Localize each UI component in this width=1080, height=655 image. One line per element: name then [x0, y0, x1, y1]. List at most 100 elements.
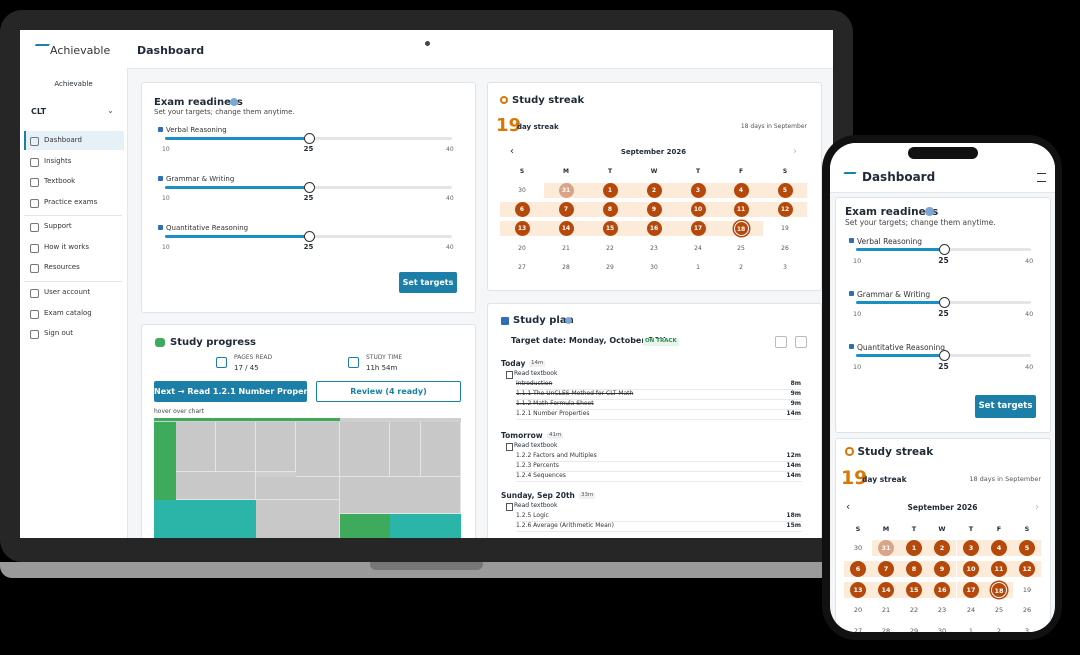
slider-max: 40 [1025, 310, 1034, 318]
nav-icon [30, 223, 39, 232]
nav-item[interactable]: How it works [44, 243, 89, 251]
nav-item[interactable]: Insights [44, 157, 72, 165]
slider-min: 10 [162, 146, 170, 153]
plan-item: 1.2.1 Number Properties [516, 410, 590, 417]
treemap-cell [154, 500, 187, 538]
calendar-day: 22 [909, 606, 919, 615]
treemap-cell [340, 477, 461, 514]
plan-item: 1.2.5 Logic [516, 512, 549, 519]
prev-month: ‹ [510, 146, 514, 157]
calendar-day: 26 [1022, 606, 1032, 615]
camera [425, 41, 430, 46]
slider-thumb[interactable] [303, 133, 315, 144]
target-icon [158, 127, 163, 132]
plan-item: 1.1.1 The UnCLES Method for CLT Math [516, 390, 634, 397]
calendar-day: 28 [881, 627, 891, 632]
slider-value: 25 [938, 256, 949, 265]
target-label: Quantitative Reasoning [857, 343, 945, 352]
slider-thumb[interactable] [938, 244, 950, 255]
review-button[interactable]: Review (4 ready) [316, 381, 461, 402]
calendar-day: 30 [518, 186, 526, 194]
calendar-day: 28 [562, 264, 570, 272]
slider-thumb[interactable] [303, 231, 315, 242]
nav-item[interactable]: Sign out [44, 329, 73, 337]
treemap-cell [390, 514, 461, 538]
calendar-day: 16 [934, 581, 950, 598]
set-targets-button[interactable]: Set targets [975, 395, 1036, 418]
calendar-day: 20 [853, 606, 863, 615]
slider-thumb[interactable] [938, 297, 950, 308]
streak-note: 18 days in September [969, 475, 1041, 483]
nav-icon [30, 289, 39, 298]
calendar-day: 7 [558, 201, 574, 217]
nav-item[interactable]: Textbook [44, 177, 76, 185]
treemap-cell [216, 422, 256, 472]
streak-card [835, 438, 1051, 632]
nav-item[interactable]: User account [44, 288, 91, 296]
weekday: M [563, 168, 569, 175]
calendar-day: 2 [646, 182, 662, 198]
month: September 2026 [620, 148, 687, 156]
slider-min: 10 [162, 244, 170, 251]
calendar-day: 14 [878, 581, 894, 598]
calendar-day: 3 [963, 540, 979, 556]
calendar-day: 17 [963, 581, 979, 598]
slider-thumb[interactable] [938, 350, 950, 361]
nav-item[interactable]: Support [44, 222, 72, 230]
treemap-cell [340, 422, 390, 477]
nav-icon [30, 137, 39, 146]
calendar-day: 5 [1019, 540, 1035, 556]
calendar-day: 15 [602, 221, 618, 237]
exam-card [835, 197, 1051, 433]
calendar-day: 14 [558, 221, 574, 237]
calendar-day: 4 [991, 540, 1007, 556]
slider-value: 25 [938, 309, 949, 318]
calendar-day: 16 [646, 221, 662, 237]
plan-time: 8m [790, 380, 801, 387]
slider-min: 10 [853, 363, 862, 371]
slider-max: 40 [446, 244, 454, 251]
exam-title: Exam readiness [154, 97, 243, 108]
weekday: T [911, 525, 917, 533]
menu-icon[interactable] [1037, 173, 1046, 182]
nav-item[interactable]: Exam catalog [44, 309, 92, 317]
calendar-day: 1 [696, 264, 700, 272]
page-title: Dashboard [137, 44, 205, 57]
next-month: › [1035, 501, 1040, 513]
phone-notch [908, 147, 978, 159]
plan-duration: 41m [547, 432, 564, 439]
calendar-day: 12 [1019, 560, 1035, 577]
calendar-day: 1 [602, 182, 618, 198]
calendar-day: 9 [646, 201, 662, 217]
calendar-day: 6 [514, 201, 530, 217]
set-targets-button[interactable]: Set targets [399, 272, 457, 293]
next-button[interactable]: Next → Read 1.2.1 Number Properties [154, 381, 324, 402]
nav-item[interactable]: Dashboard [44, 136, 82, 144]
task-icon [506, 371, 513, 379]
exam-subtitle: Set your targets; change them anytime. [154, 108, 295, 116]
plan-action[interactable] [795, 336, 807, 348]
target-label: Grammar & Writing [166, 175, 235, 183]
treemap-cell [421, 422, 461, 477]
item-rule [516, 481, 802, 482]
slider-thumb[interactable] [303, 182, 315, 193]
calendar-day: 6 [850, 560, 866, 577]
nav-item[interactable]: Practice exams [44, 198, 98, 206]
plan-time: 14m [786, 472, 801, 479]
info-icon [230, 98, 238, 106]
streak-title: Study streak [857, 446, 934, 458]
treemap-cell [390, 422, 421, 477]
info-icon [925, 207, 934, 216]
slider-fill [856, 248, 944, 251]
slider-fill [856, 301, 944, 304]
slider-value: 25 [938, 362, 949, 371]
calendar-day: 3 [783, 264, 787, 272]
plan-title: Study plan [513, 315, 574, 326]
nav-item[interactable]: Resources [44, 263, 80, 271]
calendar-day: 27 [853, 627, 863, 632]
plan-item: 1.2.3 Percents [516, 462, 559, 469]
plan-item: 1.2.4 Sequences [516, 472, 566, 479]
weekday: T [695, 168, 701, 175]
treemap-cell [154, 422, 176, 500]
plan-action[interactable] [775, 336, 787, 348]
